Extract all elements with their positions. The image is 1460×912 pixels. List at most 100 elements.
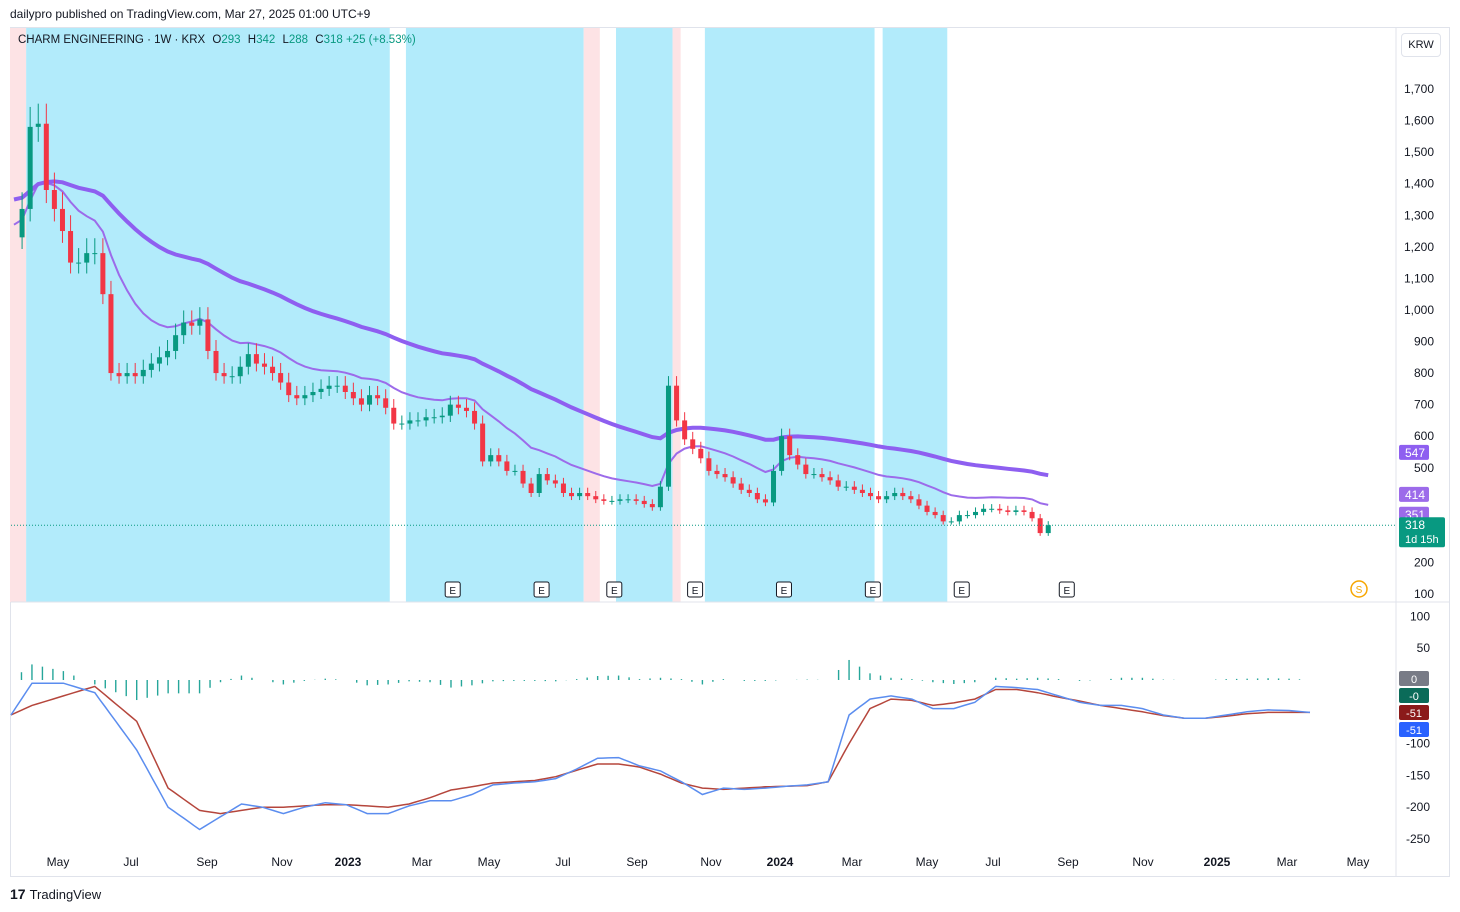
time-axis-label: Sep xyxy=(1057,855,1079,869)
candle-body xyxy=(843,486,849,488)
candle-body xyxy=(1013,510,1019,512)
candle-body xyxy=(463,407,469,411)
candle-body xyxy=(27,126,33,209)
candle-body xyxy=(294,395,300,399)
price-tick-label: 1,600 xyxy=(1404,114,1434,128)
candle-body xyxy=(205,319,211,351)
candle-body xyxy=(762,499,768,503)
earnings-marker xyxy=(606,581,623,598)
candle-body xyxy=(181,322,187,336)
time-axis-label: 2025 xyxy=(1204,855,1231,869)
low-value: 288 xyxy=(288,34,309,46)
price-tick-label: 1,200 xyxy=(1404,240,1434,254)
candle-body xyxy=(577,493,583,497)
candle-body xyxy=(682,420,688,440)
candle-body xyxy=(286,382,292,396)
trend-zone xyxy=(405,28,414,602)
earnings-marker xyxy=(775,581,792,598)
time-axis-label: May xyxy=(1347,855,1370,869)
macd-value-box xyxy=(1399,671,1429,686)
candle-body xyxy=(625,499,631,501)
trend-zone xyxy=(882,28,948,602)
candle-body xyxy=(270,366,276,374)
low-label: L xyxy=(282,34,289,46)
candle-body xyxy=(92,253,98,255)
price-tick-label: 600 xyxy=(1414,429,1434,443)
candle-body xyxy=(795,455,801,465)
candle-body xyxy=(43,123,49,190)
time-axis-label: Jul xyxy=(555,855,570,869)
candle-body xyxy=(617,499,623,501)
price-tick-label: 1,500 xyxy=(1404,145,1434,159)
candle-body xyxy=(19,208,25,238)
currency-button[interactable]: KRW xyxy=(1401,33,1441,57)
time-axis-label: Mar xyxy=(412,855,433,869)
earnings-marker-label: E xyxy=(958,586,965,597)
time-axis-label: 2023 xyxy=(335,855,362,869)
earnings-marker-label: E xyxy=(870,586,877,597)
candle-body xyxy=(455,404,461,408)
candle-body xyxy=(649,504,655,508)
candle-body xyxy=(334,385,340,387)
trend-zone xyxy=(704,28,875,602)
candle-body xyxy=(383,398,389,408)
macd-value-box xyxy=(1399,688,1429,703)
candle-body xyxy=(504,461,510,471)
candle-body xyxy=(480,423,486,462)
open-label: O xyxy=(212,34,222,46)
close-value: 318 xyxy=(323,34,343,46)
candle-body xyxy=(536,474,542,493)
candle-body xyxy=(229,376,235,378)
candle-body xyxy=(391,407,397,424)
candle-body xyxy=(375,395,381,399)
candle-body xyxy=(544,474,550,481)
countdown-label: 1d 15h xyxy=(1405,534,1439,546)
time-axis-label: Jul xyxy=(985,855,1000,869)
symbol-legend: CHARM ENGINEERING · 1W · KRX O293 H342 L… xyxy=(18,34,416,46)
candle-body xyxy=(827,477,833,481)
tradingview-logo-icon: 17 xyxy=(10,886,26,902)
candle-body xyxy=(876,496,882,500)
price-tick-label: 1,400 xyxy=(1404,177,1434,191)
candle-body xyxy=(318,388,324,392)
price-label-value: 547 xyxy=(1405,446,1425,460)
candle-body xyxy=(84,253,90,263)
macd-tick-label: 50 xyxy=(1417,641,1431,655)
price-tick-label: 900 xyxy=(1414,335,1434,349)
candle-body xyxy=(350,392,356,399)
candle-body xyxy=(100,253,106,295)
candle-body xyxy=(213,350,219,374)
candle-body xyxy=(431,417,437,419)
price-tick-label: 800 xyxy=(1414,366,1434,380)
earnings-marker xyxy=(687,581,704,598)
high-value: 342 xyxy=(256,34,276,46)
candle-body xyxy=(342,385,348,392)
earnings-marker xyxy=(533,581,550,598)
symbol-title: CHARM ENGINEERING · 1W · KRX xyxy=(18,34,206,46)
candle-body xyxy=(528,483,534,493)
candle-body xyxy=(512,470,518,472)
candle-body xyxy=(552,480,558,484)
candle-body xyxy=(496,455,502,462)
candle-body xyxy=(867,493,873,497)
candle-body xyxy=(900,493,906,497)
time-axis-label: Mar xyxy=(1277,855,1298,869)
macd-value-label: -51 xyxy=(1406,708,1422,720)
candle-body xyxy=(657,486,663,508)
candle-body xyxy=(358,398,364,405)
candle-body xyxy=(132,373,138,377)
candle-body xyxy=(1005,510,1011,512)
publish-info: dailypro published on TradingView.com, M… xyxy=(10,7,371,21)
candle-body xyxy=(722,474,728,478)
candle-body xyxy=(278,373,284,383)
earnings-marker-label: E xyxy=(611,586,618,597)
candle-body xyxy=(148,363,154,370)
time-axis-label: Nov xyxy=(271,855,292,869)
candle-body xyxy=(51,190,57,209)
price-label-box xyxy=(1399,517,1445,548)
candle-body xyxy=(851,486,857,490)
candle-body xyxy=(173,335,179,351)
time-axis-label: 2024 xyxy=(767,855,794,869)
candle-body xyxy=(1029,511,1035,519)
